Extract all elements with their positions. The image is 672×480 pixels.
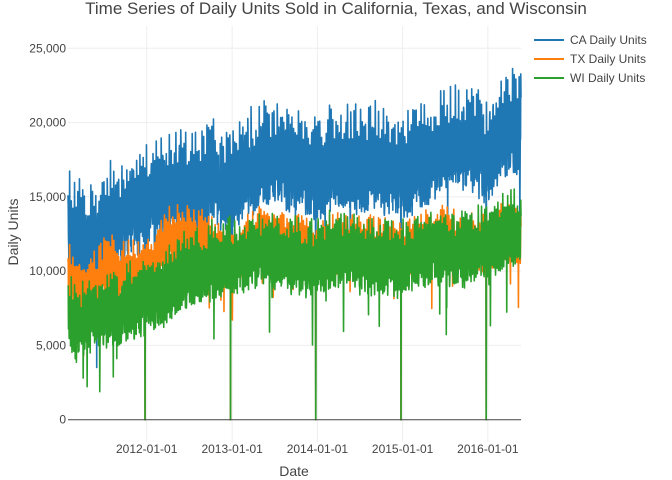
y-tick-label: 5,000 (36, 338, 66, 352)
legend-item-tx[interactable]: TX Daily Units (534, 52, 646, 66)
legend-label: WI Daily Units (570, 71, 645, 85)
legend-item-wi[interactable]: WI Daily Units (534, 71, 645, 85)
x-tick-label: 2016-01-01 (457, 442, 519, 456)
legend-item-ca[interactable]: CA Daily Units (534, 33, 647, 47)
x-tick-label: 2014-01-01 (287, 442, 349, 456)
series-line-wi (67, 188, 522, 421)
x-axis-label: Date (279, 463, 309, 479)
y-tick-label: 15,000 (29, 190, 66, 204)
series-line-ca (67, 67, 522, 421)
legend-label: CA Daily Units (570, 33, 647, 47)
y-axis-label: Daily Units (5, 199, 21, 266)
axes: 0 5,000 10,000 15,000 20,000 25,000 2012-01-01… (29, 41, 521, 456)
legend[interactable]: CA Daily Units TX Daily Units WI Daily Uni… (534, 33, 647, 85)
series-lines (67, 67, 522, 421)
y-tick-label: 25,000 (29, 41, 66, 55)
x-tick-label: 2012-01-01 (116, 442, 178, 456)
x-tick-label: 2015-01-01 (372, 442, 434, 456)
y-tick-label: 10,000 (29, 264, 66, 278)
legend-label: TX Daily Units (570, 52, 646, 66)
chart-title: Time Series of Daily Units Sold in Calif… (85, 0, 587, 18)
y-tick-label: 0 (59, 413, 66, 427)
y-tick-label: 20,000 (29, 116, 66, 130)
x-tick-label: 2013-01-01 (201, 442, 263, 456)
